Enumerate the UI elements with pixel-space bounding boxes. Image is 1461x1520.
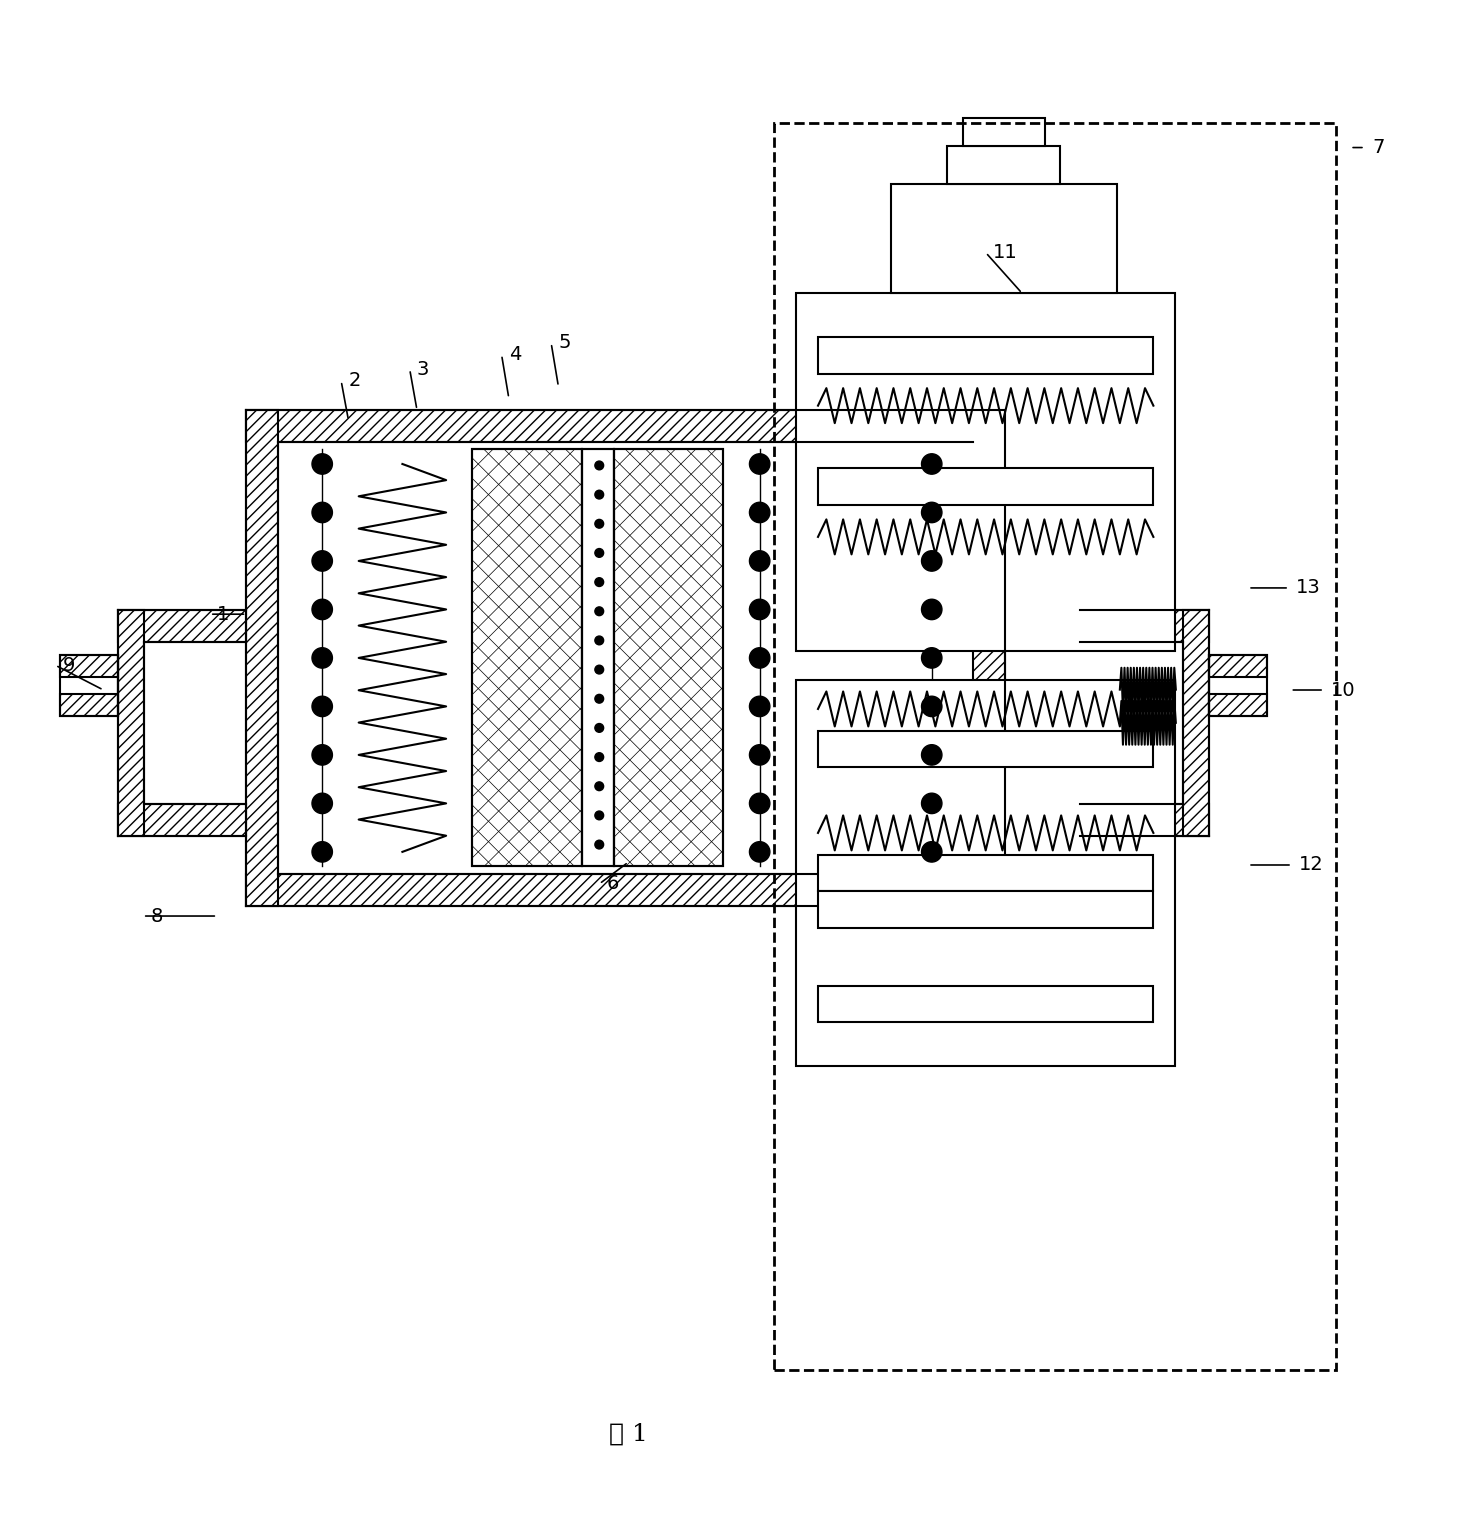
Circle shape: [313, 842, 333, 862]
Circle shape: [749, 842, 770, 862]
Circle shape: [595, 635, 603, 644]
Bar: [143, 641, 215, 804]
Bar: [1183, 610, 1208, 836]
Bar: [247, 874, 1005, 906]
Text: 5: 5: [558, 333, 571, 353]
Text: 10: 10: [1331, 681, 1356, 699]
Circle shape: [313, 793, 333, 813]
Text: 图 1: 图 1: [609, 1423, 647, 1446]
Circle shape: [922, 648, 942, 669]
Bar: [891, 184, 1116, 293]
Circle shape: [313, 599, 333, 620]
Bar: [818, 891, 1153, 927]
Circle shape: [595, 549, 603, 558]
Bar: [963, 119, 1045, 146]
Bar: [1208, 655, 1267, 716]
Circle shape: [313, 648, 333, 669]
Bar: [796, 679, 1175, 1066]
Bar: [472, 450, 581, 866]
Bar: [818, 854, 1153, 891]
Text: 12: 12: [1299, 856, 1324, 874]
Circle shape: [595, 695, 603, 704]
Circle shape: [595, 841, 603, 850]
Bar: [60, 655, 118, 678]
Bar: [279, 442, 973, 874]
Bar: [472, 450, 581, 866]
Circle shape: [922, 745, 942, 765]
Circle shape: [749, 599, 770, 620]
Circle shape: [595, 666, 603, 673]
Bar: [614, 450, 723, 866]
Text: 11: 11: [993, 243, 1018, 261]
Circle shape: [313, 502, 333, 523]
Text: 3: 3: [416, 360, 430, 378]
Circle shape: [595, 461, 603, 470]
Circle shape: [595, 520, 603, 527]
Bar: [118, 610, 143, 836]
Bar: [973, 410, 1005, 906]
Circle shape: [313, 696, 333, 716]
Circle shape: [749, 454, 770, 474]
Text: 13: 13: [1296, 579, 1321, 597]
Circle shape: [313, 745, 333, 765]
Bar: [1081, 610, 1208, 641]
Bar: [818, 986, 1153, 1023]
Circle shape: [922, 842, 942, 862]
Circle shape: [595, 578, 603, 587]
Circle shape: [749, 550, 770, 572]
Circle shape: [595, 491, 603, 499]
Bar: [118, 804, 247, 836]
Circle shape: [749, 696, 770, 716]
Bar: [118, 610, 247, 641]
Text: 2: 2: [348, 371, 361, 391]
Bar: [581, 450, 614, 866]
Bar: [1081, 804, 1208, 836]
Text: 4: 4: [508, 345, 522, 365]
Circle shape: [595, 724, 603, 733]
Bar: [1208, 693, 1267, 716]
Circle shape: [749, 793, 770, 813]
Bar: [247, 410, 279, 906]
Circle shape: [313, 454, 333, 474]
Bar: [1113, 641, 1183, 804]
Bar: [818, 468, 1153, 505]
Bar: [818, 731, 1153, 768]
Circle shape: [313, 550, 333, 572]
Bar: [60, 693, 118, 716]
Circle shape: [922, 550, 942, 572]
Bar: [614, 450, 723, 866]
Circle shape: [749, 502, 770, 523]
Circle shape: [922, 696, 942, 716]
Bar: [774, 123, 1335, 1370]
Circle shape: [749, 745, 770, 765]
Text: 7: 7: [1372, 138, 1385, 157]
Circle shape: [595, 606, 603, 616]
Text: 1: 1: [218, 605, 229, 623]
Circle shape: [595, 812, 603, 819]
Circle shape: [922, 502, 942, 523]
Circle shape: [749, 648, 770, 669]
Bar: [947, 146, 1061, 184]
Bar: [60, 655, 118, 716]
Text: 9: 9: [63, 655, 75, 675]
Text: 8: 8: [150, 906, 162, 926]
Circle shape: [922, 793, 942, 813]
Bar: [796, 293, 1175, 651]
Circle shape: [922, 454, 942, 474]
Bar: [247, 410, 1005, 442]
Bar: [1208, 655, 1267, 678]
Text: 6: 6: [606, 874, 619, 894]
Circle shape: [595, 752, 603, 762]
Circle shape: [922, 599, 942, 620]
Bar: [581, 450, 614, 866]
Bar: [818, 337, 1153, 374]
Circle shape: [595, 781, 603, 790]
